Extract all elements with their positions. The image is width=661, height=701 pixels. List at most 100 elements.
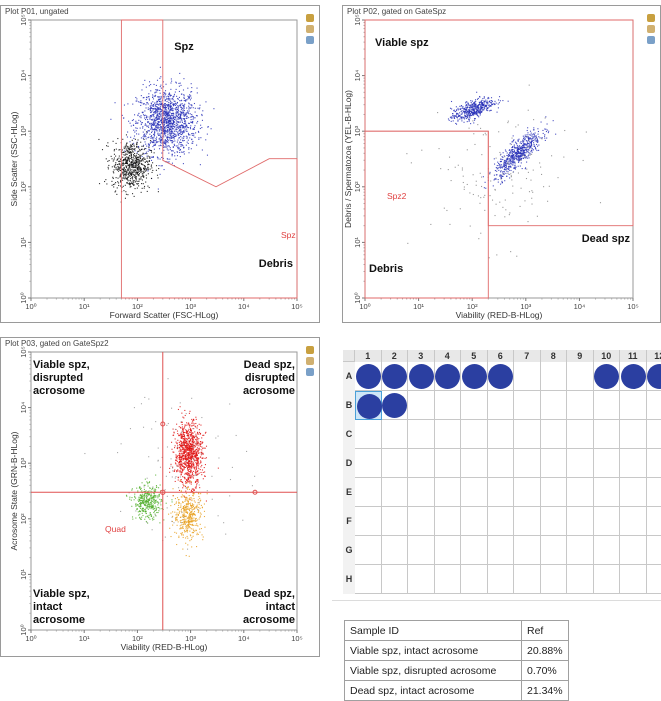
data-point xyxy=(193,129,194,130)
data-point xyxy=(465,109,466,110)
data-point xyxy=(521,153,522,154)
data-point xyxy=(493,103,494,104)
data-point xyxy=(166,96,167,97)
data-point xyxy=(157,133,158,134)
data-point xyxy=(532,152,533,153)
data-point xyxy=(177,509,178,510)
data-point xyxy=(519,145,520,146)
data-point xyxy=(528,146,529,147)
data-point xyxy=(179,450,180,451)
data-point xyxy=(501,164,502,165)
data-point xyxy=(143,132,144,133)
data-point xyxy=(180,130,181,131)
data-point xyxy=(151,103,152,104)
data-point xyxy=(178,134,179,135)
data-point xyxy=(117,138,118,139)
data-point xyxy=(153,156,154,157)
data-point xyxy=(183,94,184,95)
data-point xyxy=(175,112,176,113)
data-point xyxy=(204,475,205,476)
data-point xyxy=(503,174,504,175)
data-point xyxy=(518,166,519,167)
data-point xyxy=(201,437,202,438)
edit-icon[interactable] xyxy=(647,36,655,44)
data-point xyxy=(195,446,196,447)
data-point xyxy=(502,182,503,183)
data-point xyxy=(476,181,477,182)
data-point xyxy=(165,94,166,95)
data-point xyxy=(134,167,135,168)
data-point xyxy=(152,131,153,132)
data-point xyxy=(149,100,150,101)
data-point xyxy=(170,95,171,96)
lock-icon[interactable] xyxy=(647,25,655,33)
data-point xyxy=(134,158,135,159)
data-point xyxy=(183,458,184,459)
data-point xyxy=(179,125,180,126)
data-point xyxy=(150,129,151,130)
data-point xyxy=(177,121,178,122)
data-point xyxy=(188,459,189,460)
data-point xyxy=(192,525,193,526)
data-point xyxy=(489,257,490,258)
data-point xyxy=(177,431,178,432)
data-point xyxy=(188,440,189,441)
data-point xyxy=(526,178,527,179)
data-point xyxy=(176,145,177,146)
data-point xyxy=(172,113,173,114)
data-point xyxy=(191,119,192,120)
data-point xyxy=(528,140,529,141)
data-point xyxy=(132,167,133,168)
data-point xyxy=(538,145,539,146)
data-point xyxy=(122,180,123,181)
x-tick-label: 10⁴ xyxy=(238,302,250,311)
data-point xyxy=(494,189,495,190)
data-point xyxy=(184,410,185,411)
data-point xyxy=(194,511,195,512)
settings-icon[interactable] xyxy=(306,14,314,22)
data-point xyxy=(184,523,185,524)
data-point xyxy=(185,438,186,439)
data-point xyxy=(152,114,153,115)
data-point xyxy=(178,108,179,109)
data-point xyxy=(174,504,175,505)
data-point xyxy=(196,466,197,467)
data-point xyxy=(201,452,202,453)
data-point xyxy=(526,150,527,151)
y-tick-label: 10³ xyxy=(19,125,28,136)
data-point xyxy=(173,117,174,118)
data-point xyxy=(205,139,206,140)
data-point xyxy=(164,120,165,121)
data-point xyxy=(180,83,181,84)
data-point xyxy=(134,163,135,164)
settings-icon[interactable] xyxy=(647,14,655,22)
data-point xyxy=(544,128,545,129)
data-point xyxy=(478,195,479,196)
data-point xyxy=(143,145,144,146)
data-point xyxy=(173,150,174,151)
data-point xyxy=(200,469,201,470)
data-point xyxy=(130,137,131,138)
data-point xyxy=(172,163,173,164)
data-point xyxy=(155,144,156,145)
edit-icon[interactable] xyxy=(306,36,314,44)
data-point xyxy=(204,516,205,517)
data-point xyxy=(178,435,179,436)
data-point xyxy=(193,517,194,518)
data-point xyxy=(176,121,177,122)
data-point xyxy=(193,471,194,472)
data-point xyxy=(143,138,144,139)
data-point xyxy=(200,457,201,458)
data-point xyxy=(131,173,132,174)
data-point xyxy=(116,143,117,144)
data-point xyxy=(180,136,181,137)
data-point xyxy=(182,422,183,423)
data-point xyxy=(499,167,500,168)
data-point xyxy=(183,445,184,446)
data-point xyxy=(137,188,138,189)
data-point xyxy=(186,479,187,480)
data-point xyxy=(140,115,141,116)
data-point xyxy=(186,441,187,442)
lock-icon[interactable] xyxy=(306,25,314,33)
data-point xyxy=(196,463,197,464)
